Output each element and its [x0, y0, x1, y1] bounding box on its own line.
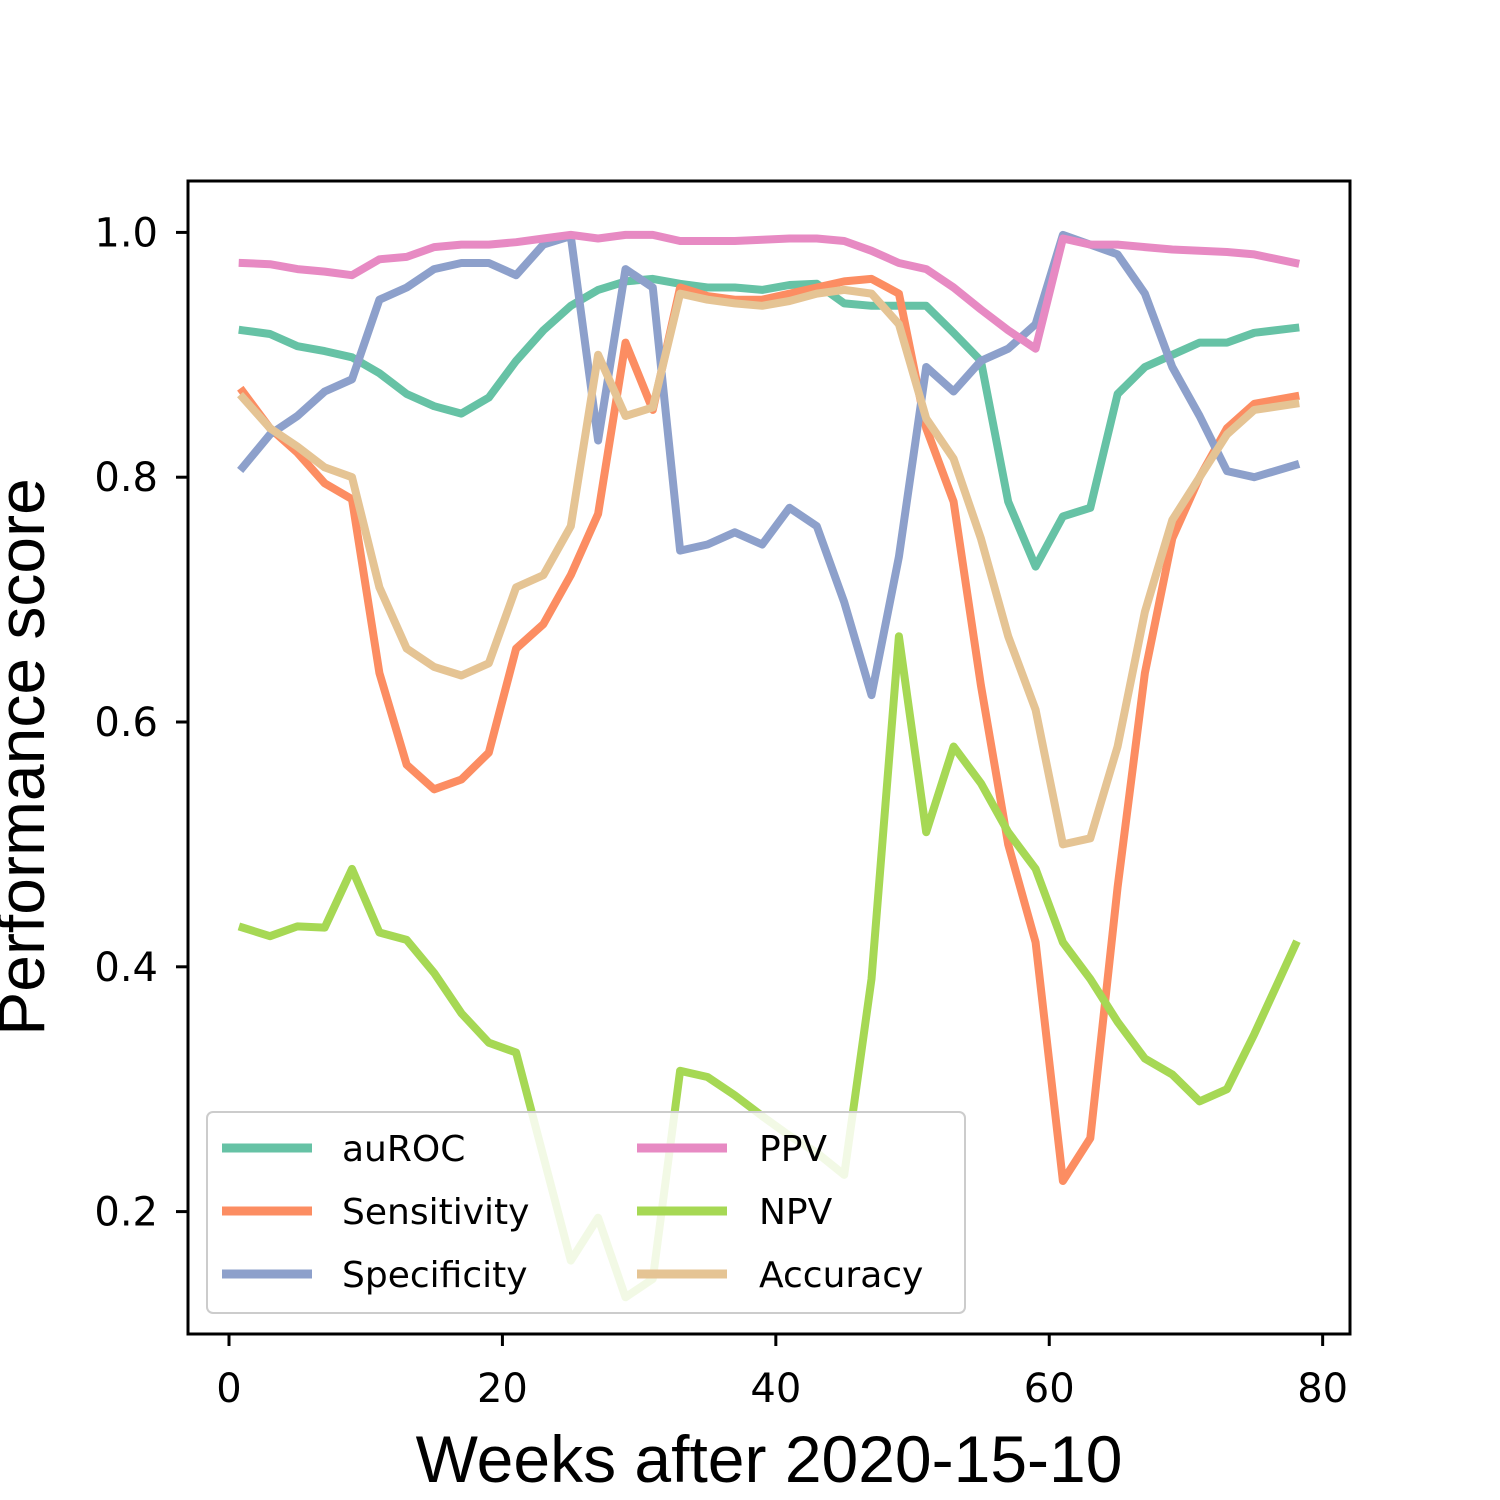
legend-label-specificity: Specificity — [342, 1255, 528, 1296]
x-tick-label: 0 — [216, 1366, 241, 1412]
legend-label-npv: NPV — [759, 1192, 833, 1233]
series-line-sensitivity — [237, 274, 1300, 1185]
x-tick-label: 60 — [1024, 1366, 1075, 1412]
x-tick-label: 80 — [1297, 1366, 1348, 1412]
series-layer — [237, 230, 1301, 1302]
y-tick-label: 0.2 — [94, 1190, 158, 1236]
legend-box — [206, 1111, 966, 1314]
series-line-auroc — [238, 274, 1300, 571]
legend-label-accuracy: Accuracy — [759, 1255, 923, 1296]
series-line-ppv — [238, 230, 1301, 353]
legend: auROC Sensitivity Specificity PPV NPV Accurac… — [206, 1111, 966, 1314]
y-axis-label: Performance score — [0, 478, 58, 1036]
y-tick-label: 1.0 — [94, 210, 158, 256]
y-tick-label: 0.6 — [94, 700, 158, 746]
legend-label-ppv: PPV — [759, 1129, 827, 1170]
legend-label-sensitivity: Sensitivity — [342, 1192, 529, 1233]
y-tick-label: 0.8 — [94, 455, 158, 501]
plot-frame — [186, 179, 1352, 1336]
x-axis-ticks: 0 20 40 60 80 — [216, 1334, 1348, 1412]
x-axis-label: Weeks after 2020-15-10 — [416, 1422, 1123, 1496]
x-tick-label: 20 — [477, 1366, 528, 1412]
legend-label-auroc: auROC — [342, 1129, 465, 1170]
x-tick-label: 40 — [750, 1366, 801, 1412]
series-line-accuracy — [237, 285, 1300, 849]
series-line-specificity — [237, 230, 1301, 700]
y-tick-label: 0.4 — [94, 945, 158, 991]
y-axis-ticks: 0.2 0.4 0.6 0.8 1.0 — [94, 210, 188, 1236]
